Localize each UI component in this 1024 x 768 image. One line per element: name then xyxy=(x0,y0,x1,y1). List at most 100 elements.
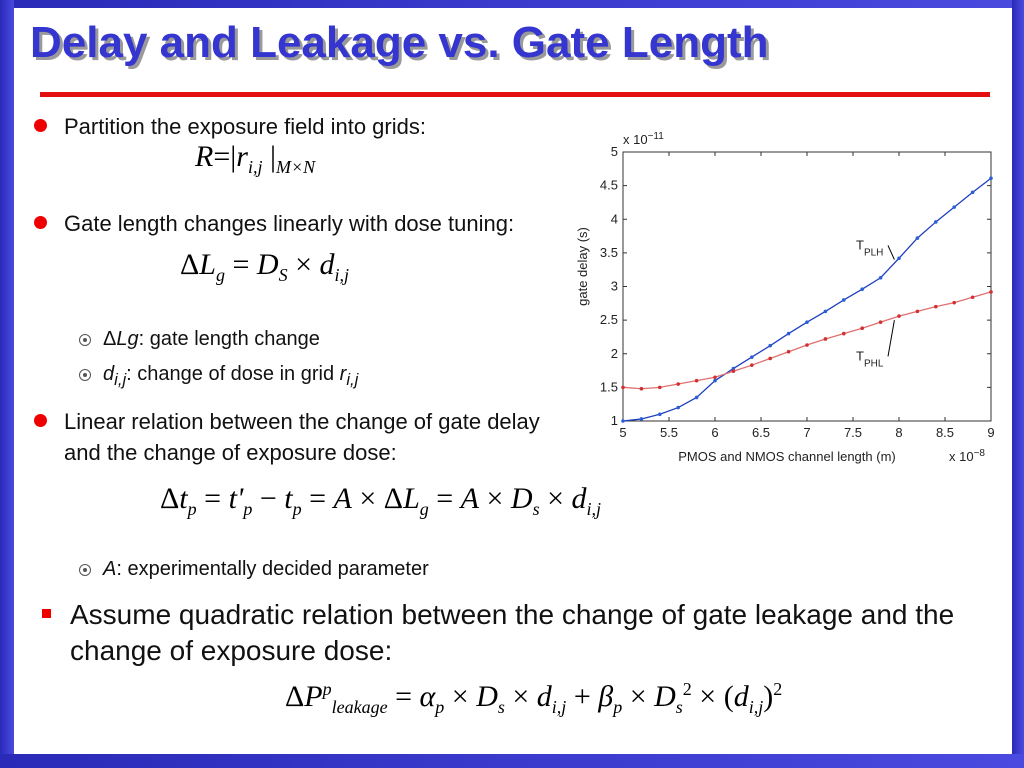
series-point xyxy=(768,356,772,361)
text-piece: L xyxy=(403,482,420,515)
series-point xyxy=(970,295,975,300)
series-point xyxy=(639,386,644,391)
annotation: TPLH xyxy=(856,238,883,259)
text-piece: Gate length changes linearly with dose t… xyxy=(64,211,515,236)
text-piece: × xyxy=(504,680,537,713)
y-tick-label: 1.5 xyxy=(600,379,618,394)
text-piece: R xyxy=(195,140,214,173)
text-piece: Linear relation between the change of ga… xyxy=(64,409,540,465)
series-point xyxy=(621,419,625,423)
text-piece: S xyxy=(278,265,288,285)
text-piece: t' xyxy=(228,482,244,515)
text-piece: r xyxy=(339,363,347,385)
series-point xyxy=(768,343,772,348)
series-point xyxy=(658,412,662,417)
text-piece: s xyxy=(497,697,505,717)
text-piece: PHL xyxy=(864,358,884,369)
bullet-text: ΔLg: gate length change xyxy=(103,326,320,353)
text-piece: p xyxy=(292,499,302,519)
y-axis-label: gate delay (s) xyxy=(575,227,590,306)
text-piece: D xyxy=(256,248,279,281)
text-piece: i,j xyxy=(247,157,263,177)
series-point xyxy=(823,337,828,341)
text-piece: =| xyxy=(213,140,237,173)
annotation: TPHL xyxy=(856,348,884,369)
series-point xyxy=(989,290,993,294)
text-piece: Δ xyxy=(180,248,200,281)
text-piece: L xyxy=(199,248,216,281)
y-tick-label: 2.5 xyxy=(600,312,618,327)
text-piece: t xyxy=(284,482,293,515)
x-tick-label: 5.5 xyxy=(660,425,678,440)
text-piece: d xyxy=(733,680,749,713)
text-piece: d xyxy=(571,482,587,515)
text-piece: × xyxy=(479,482,511,515)
text-piece: g xyxy=(419,499,429,519)
y-multiplier: x 10−11 xyxy=(623,131,664,148)
series-point xyxy=(676,382,680,386)
y-tick-label: 4.5 xyxy=(600,178,618,193)
title-rule xyxy=(40,92,990,97)
text-piece: d xyxy=(319,248,335,281)
series-point xyxy=(713,375,717,380)
equation: R=|ri,j |M×N xyxy=(195,140,316,177)
series-point xyxy=(823,309,828,314)
text-piece: r xyxy=(236,140,248,173)
sub-bullet-icon xyxy=(79,334,91,346)
bullet-text: A: experimentally decided parameter xyxy=(103,556,429,583)
text-piece: i,j xyxy=(551,697,567,717)
text-piece: p xyxy=(435,697,445,717)
sub-bullet-icon xyxy=(79,369,91,381)
text-piece: p xyxy=(243,499,253,519)
text-piece: i,j xyxy=(586,499,602,519)
series-point xyxy=(713,378,717,383)
text-piece: D xyxy=(476,680,498,713)
x-multiplier: x 10−8 xyxy=(949,448,985,465)
series-point xyxy=(915,236,920,240)
equation: ΔPpleakage = αp × Ds × di,j + βp × Ds2 ×… xyxy=(285,679,782,717)
text-piece: : experimentally decided parameter xyxy=(116,558,429,580)
text-piece: + xyxy=(566,680,599,713)
text-piece: A xyxy=(460,482,479,515)
chart: 1 1.5 2 2.5 3 3.5 4 4.5 5 5 5.5 6 6.5 7 7.5 8 8.5 9 PMOS a… xyxy=(570,128,1010,478)
text-piece: i,j xyxy=(748,697,764,717)
series-point xyxy=(842,331,846,336)
series-point xyxy=(639,417,644,421)
y-tick-label: 1 xyxy=(611,413,618,428)
text-piece: i,j xyxy=(334,265,350,285)
series-point xyxy=(897,314,901,318)
y-tick-label: 3 xyxy=(611,279,618,294)
series-point xyxy=(897,256,901,261)
text-piece: × xyxy=(444,680,477,713)
text-piece: d xyxy=(103,363,115,385)
bullet-text: Linear relation between the change of ga… xyxy=(64,406,564,468)
annotation-arrow xyxy=(887,245,895,260)
bullet-icon xyxy=(34,119,47,132)
text-piece: p xyxy=(322,679,332,699)
y-tick-label: 2 xyxy=(611,346,618,361)
text-piece: Δ xyxy=(160,482,180,515)
bullet-text: Partition the exposure field into grids: xyxy=(64,111,554,142)
text-piece: T xyxy=(856,238,864,253)
text-piece: s xyxy=(675,697,683,717)
text-piece: d xyxy=(536,680,552,713)
text-piece: × ( xyxy=(691,680,734,713)
text-piece: × Δ xyxy=(351,482,404,515)
text-piece: Δ xyxy=(103,328,117,350)
text-piece: = xyxy=(301,482,334,515)
series-point xyxy=(786,349,791,354)
text-piece: × xyxy=(539,482,572,515)
bullet-icon xyxy=(42,609,51,618)
bullet-text: Gate length changes linearly with dose t… xyxy=(64,208,559,239)
series-point xyxy=(878,275,883,280)
series-point xyxy=(842,298,846,302)
text-piece: P xyxy=(304,680,323,713)
series-point xyxy=(952,205,956,209)
text-piece: x 10 xyxy=(949,449,974,464)
text-piece: : gate length change xyxy=(138,328,320,350)
series-point xyxy=(878,320,883,324)
text-piece: M×N xyxy=(275,157,316,177)
text-piece: i,j xyxy=(114,370,127,389)
text-piece: T xyxy=(856,348,864,363)
